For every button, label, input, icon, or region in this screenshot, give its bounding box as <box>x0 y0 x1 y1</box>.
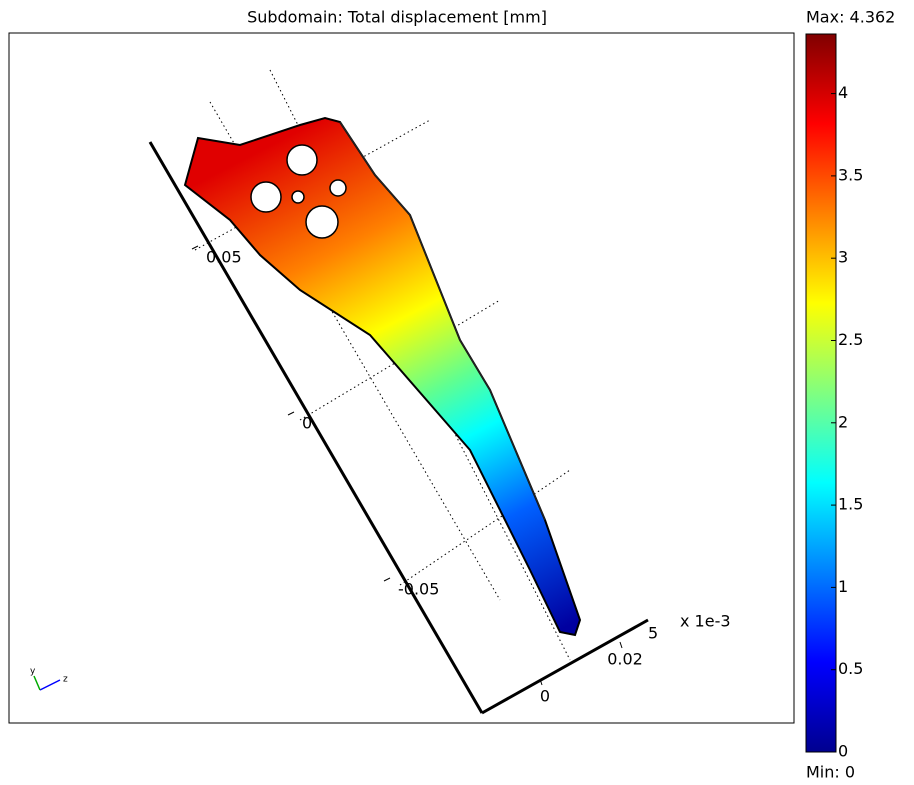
colorbar-tick-label: 2 <box>838 412 848 431</box>
triad: y z <box>30 667 68 691</box>
y-tick <box>191 245 199 250</box>
colorbar-tick-label: 2.5 <box>838 330 863 349</box>
holes <box>250 144 347 239</box>
x-tick-label: 0.02 <box>607 650 643 669</box>
y-tick <box>383 577 391 582</box>
colorbar-tick-label: 0.5 <box>838 659 863 678</box>
x-tick <box>619 641 623 649</box>
max-label: Max: 4.362 <box>806 8 895 27</box>
chart-title: Subdomain: Total displacement [mm] <box>247 8 547 27</box>
y-tick <box>287 411 295 416</box>
triad-label: z <box>63 675 68 685</box>
colorbar-tick-label: 1.5 <box>838 495 863 514</box>
colorbar-tick-label: 0 <box>838 742 848 761</box>
colorbar-tick-label: 4 <box>838 83 848 102</box>
colorbar <box>805 33 837 753</box>
x-axis <box>481 618 649 715</box>
grid-3d <box>194 69 571 661</box>
z-tick-label: 5 <box>648 624 658 643</box>
colorbar-tick-label: 3 <box>838 248 848 267</box>
triad-label: y <box>30 667 36 677</box>
y-axis <box>148 141 484 714</box>
y-tick-label: 0.05 <box>206 248 242 267</box>
x-tick-label: 0 <box>540 687 550 706</box>
colorbar-tick-label: 3.5 <box>838 165 863 184</box>
x-tick <box>539 678 543 686</box>
blade-edge <box>339 121 546 521</box>
plot-frame <box>8 32 795 724</box>
min-label: Min: 0 <box>806 763 855 782</box>
y-tick-label: 0 <box>302 414 312 433</box>
colorbar-tick-label: 1 <box>838 577 848 596</box>
x-axis-multiplier: x 1e-3 <box>680 612 731 631</box>
y-tick-label: -0.05 <box>398 580 439 599</box>
